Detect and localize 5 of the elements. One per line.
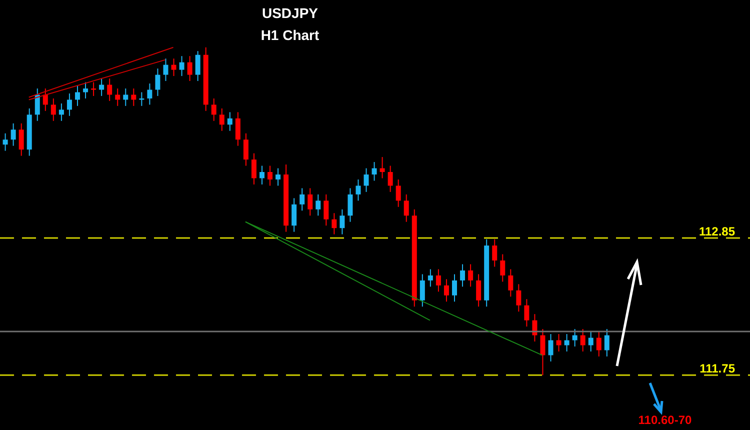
- text: 110.60-70: [637, 413, 693, 427]
- text: H1 Chart: [260, 26, 320, 45]
- ref-line-label: 111.75: [700, 362, 736, 376]
- chart-title: USDJPY: [260, 4, 320, 23]
- ref-line-label: 112.85: [698, 224, 736, 239]
